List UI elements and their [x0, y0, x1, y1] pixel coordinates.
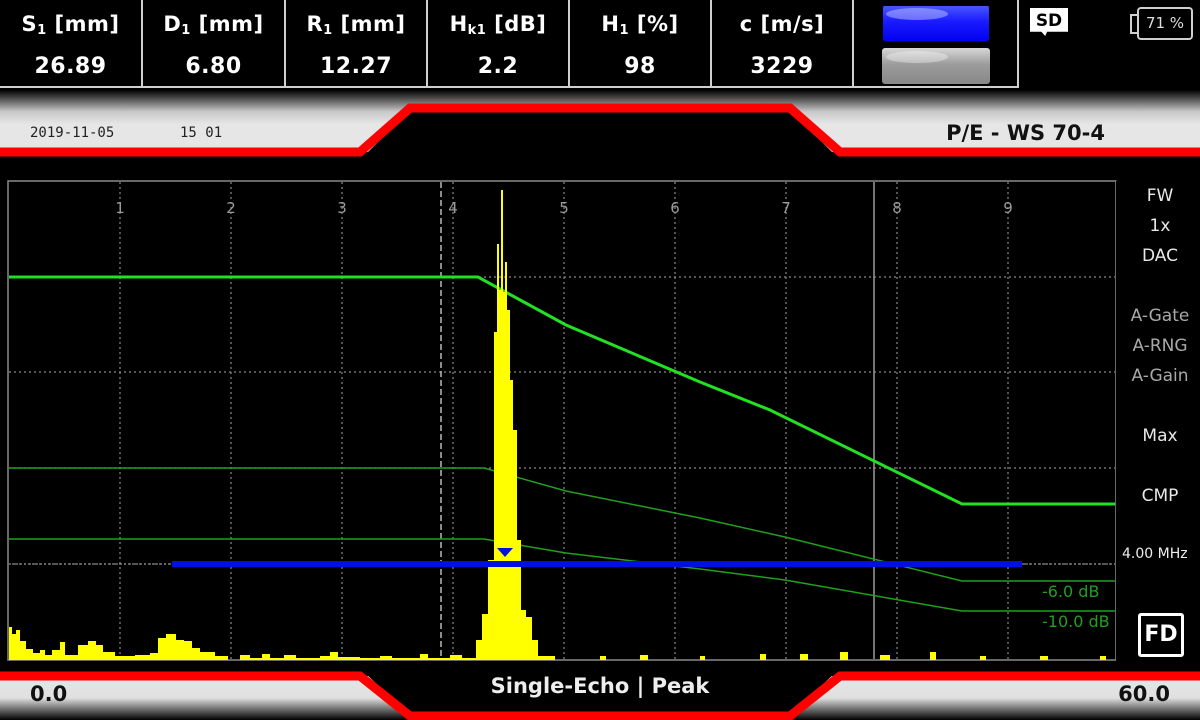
svg-text:7: 7: [781, 199, 791, 217]
measurement-h1[interactable]: H1 [%] 98: [570, 0, 712, 88]
svg-text:-10.0 dB: -10.0 dB: [1042, 612, 1110, 631]
battery-icon: [1130, 14, 1137, 34]
a-gate-label[interactable]: A-Gate: [1130, 306, 1190, 326]
svg-text:5: 5: [559, 199, 569, 217]
svg-text:3: 3: [337, 199, 347, 217]
fd-button[interactable]: FD: [1138, 613, 1184, 657]
dac-label[interactable]: DAC: [1142, 246, 1178, 266]
svg-text:6: 6: [670, 199, 680, 217]
measurement-hk1[interactable]: Hk1 [dB] 2.2: [428, 0, 570, 88]
measurement-r1[interactable]: R1 [mm] 12.27: [286, 0, 428, 88]
cmp-label[interactable]: CMP: [1141, 486, 1179, 506]
measurement-bar: S1 [mm] 26.89 D1 [mm] 6.80 R1 [mm] 12.27…: [0, 0, 1200, 90]
svg-text:2: 2: [226, 199, 236, 217]
max-label[interactable]: Max: [1142, 426, 1178, 446]
measurement-value: 2.2: [477, 54, 519, 79]
probe-name: P/E - WS 70-4: [946, 121, 1105, 145]
blue-toggle-button[interactable]: [882, 5, 990, 42]
svg-text:4: 4: [448, 199, 458, 217]
measurement-label: c [m/s]: [739, 12, 825, 36]
a-rng-label[interactable]: A-RNG: [1132, 336, 1188, 356]
filter-label[interactable]: FW: [1146, 186, 1174, 206]
scale-label[interactable]: 1x: [1149, 216, 1171, 236]
svg-text:1: 1: [115, 199, 125, 217]
measurement-label: D1 [mm]: [163, 12, 264, 38]
date-label: 2019-11-05: [30, 125, 115, 141]
frequency-label: 4.00 MHz: [1122, 546, 1188, 562]
svg-text:9: 9: [1003, 199, 1013, 217]
measurement-c[interactable]: c [m/s] 3229: [712, 0, 854, 88]
sd-card-icon: SD: [1030, 8, 1068, 36]
measurement-value: 12.27: [319, 54, 393, 79]
measurement-value: 98: [624, 54, 656, 79]
measurement-label: H1 [%]: [601, 12, 679, 38]
battery-level: 71 %: [1137, 7, 1193, 40]
a-scan-chart[interactable]: 1 2 3 4 5 6 7 8 9 -6.0 dB -10.0 dB: [0, 160, 1200, 670]
grey-toggle-button[interactable]: [882, 48, 990, 84]
svg-text:-6.0 dB: -6.0 dB: [1042, 582, 1099, 601]
measurement-label: R1 [mm]: [306, 12, 406, 38]
toggle-buttons-cell: [854, 0, 1019, 88]
measurement-value: 26.89: [34, 54, 107, 79]
range-end: 60.0: [1118, 682, 1170, 706]
measurement-label: Hk1 [dB]: [449, 12, 547, 38]
measurement-value: 6.80: [185, 54, 242, 79]
measurement-label: S1 [mm]: [21, 12, 120, 38]
svg-text:8: 8: [892, 199, 902, 217]
measurement-s1[interactable]: S1 [mm] 26.89: [0, 0, 143, 88]
a-gain-label[interactable]: A-Gain: [1131, 366, 1189, 386]
range-start: 0.0: [30, 682, 68, 706]
measurement-d1[interactable]: D1 [mm] 6.80: [143, 0, 286, 88]
evaluation-mode[interactable]: Single-Echo | Peak: [490, 674, 710, 698]
footer-band: [0, 668, 1200, 720]
header-band: [0, 90, 1200, 160]
time-label: 15 01: [180, 125, 223, 141]
measurement-value: 3229: [750, 54, 814, 79]
